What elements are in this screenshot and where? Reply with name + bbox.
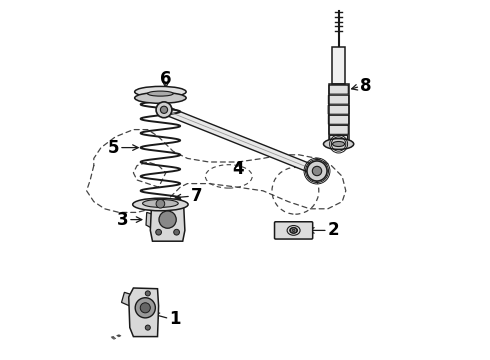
Circle shape bbox=[145, 325, 150, 330]
Ellipse shape bbox=[323, 139, 354, 149]
Text: 4: 4 bbox=[232, 160, 244, 178]
Polygon shape bbox=[129, 288, 159, 337]
Circle shape bbox=[307, 161, 327, 181]
Ellipse shape bbox=[292, 229, 295, 231]
Circle shape bbox=[156, 199, 165, 208]
Circle shape bbox=[135, 298, 155, 318]
Text: 5: 5 bbox=[107, 139, 119, 157]
Circle shape bbox=[312, 166, 321, 176]
Ellipse shape bbox=[135, 93, 186, 103]
FancyBboxPatch shape bbox=[328, 105, 349, 114]
Text: 3: 3 bbox=[117, 211, 128, 229]
Polygon shape bbox=[150, 203, 185, 241]
Ellipse shape bbox=[147, 91, 173, 96]
Circle shape bbox=[156, 229, 162, 235]
Text: 8: 8 bbox=[360, 77, 372, 95]
FancyBboxPatch shape bbox=[332, 47, 345, 84]
FancyBboxPatch shape bbox=[329, 85, 348, 94]
Text: 1: 1 bbox=[170, 310, 181, 328]
Circle shape bbox=[160, 106, 168, 113]
Ellipse shape bbox=[291, 228, 297, 233]
FancyBboxPatch shape bbox=[328, 115, 349, 124]
FancyBboxPatch shape bbox=[328, 95, 349, 104]
Circle shape bbox=[174, 229, 179, 235]
Ellipse shape bbox=[143, 199, 178, 207]
Ellipse shape bbox=[133, 198, 188, 211]
Circle shape bbox=[140, 303, 150, 313]
Polygon shape bbox=[146, 212, 152, 229]
FancyBboxPatch shape bbox=[329, 125, 348, 134]
Circle shape bbox=[145, 291, 150, 296]
Polygon shape bbox=[122, 292, 133, 306]
FancyBboxPatch shape bbox=[330, 135, 347, 144]
Circle shape bbox=[159, 211, 176, 228]
Polygon shape bbox=[162, 106, 318, 175]
Text: 7: 7 bbox=[191, 187, 203, 205]
Text: 2: 2 bbox=[328, 221, 340, 239]
FancyBboxPatch shape bbox=[274, 222, 313, 239]
Ellipse shape bbox=[135, 86, 186, 97]
Circle shape bbox=[156, 102, 172, 118]
Text: 6: 6 bbox=[160, 70, 172, 88]
Ellipse shape bbox=[333, 141, 344, 147]
